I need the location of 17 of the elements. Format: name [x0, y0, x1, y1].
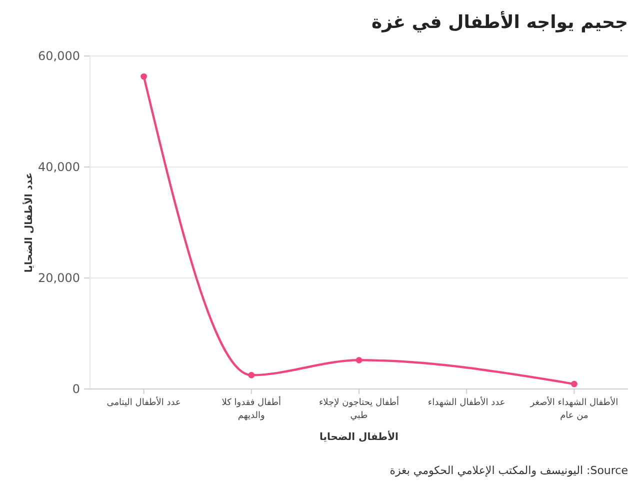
y-tick-label: 60,000	[38, 49, 80, 64]
y-tick-label: 0	[72, 382, 80, 396]
x-tick-label: الأطفال الشهداء الأصغر من عام	[529, 396, 618, 421]
point	[248, 372, 255, 378]
point	[140, 73, 147, 80]
point	[356, 356, 362, 364]
y-axis-title: عدد الأطفال الضحايا	[22, 172, 35, 273]
x-tick-label: أطفال يحتاجون لإجلاء طبي	[318, 396, 400, 421]
x-tick-label: عدد الأطفال الشهداء	[428, 396, 506, 408]
chart-title: جحيم يواجه الأطفال في غزة	[371, 11, 628, 33]
x-tick-label: عدد الأطفال اليتامى	[106, 396, 181, 408]
source-note: Source: اليونيسف والمكتب الإعلامي الحكومي بغزة	[390, 464, 628, 477]
y-tick-label: 40,000	[38, 160, 80, 174]
x-tick-label: أطفال فقدوا كلا والديهم	[222, 396, 282, 421]
point	[571, 380, 578, 388]
y-tick-label: 20,000	[38, 271, 80, 286]
x-axis-title: الأطفال الضحايا	[320, 430, 398, 443]
